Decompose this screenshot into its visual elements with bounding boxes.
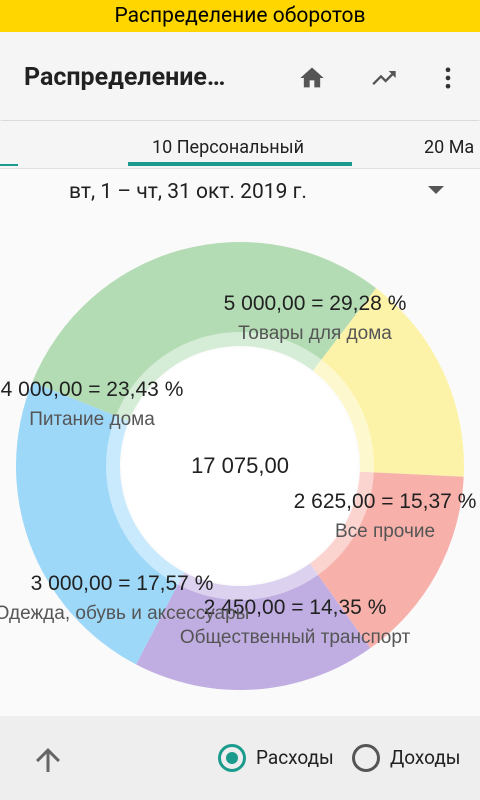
- slice-value-label-1: 2 625,00 = 15,37 %: [294, 490, 477, 513]
- page-title: Распределение…: [24, 63, 226, 92]
- radio-income-label: Доходы: [390, 746, 461, 769]
- slice-3[interactable]: [135, 563, 371, 690]
- slice-name-label-1: Все прочие: [335, 521, 435, 542]
- slice-4[interactable]: [15, 382, 185, 665]
- period-label: вт, 1 – чт, 31 окт. 2019 г.: [69, 180, 307, 204]
- dropdown-arrow-icon: [428, 186, 444, 194]
- slice-value-label-0: 5 000,00 = 29,28 %: [224, 292, 407, 315]
- overflow-menu-button[interactable]: [428, 58, 468, 98]
- slice-value-label-3: 3 000,00 = 17,57 %: [31, 572, 214, 595]
- slice-1[interactable]: [312, 288, 465, 477]
- slice-name-label-2: Общественный транспорт: [180, 627, 411, 648]
- account-tabs: 10 Персональный 20 Ма: [0, 121, 480, 169]
- selected-tab-indicator: [128, 162, 352, 166]
- arrow-up-icon[interactable]: [30, 742, 66, 778]
- slice-name-label-0: Товары для дома: [238, 323, 392, 344]
- app-bar: Распределение…: [0, 32, 480, 120]
- trending-up-icon: [372, 71, 396, 85]
- status-banner: Распределение оборотов: [0, 0, 480, 32]
- trend-button[interactable]: [364, 58, 404, 98]
- radio-expenses-indicator: [218, 744, 246, 772]
- radio-expenses-label: Расходы: [256, 746, 334, 769]
- tab-personal[interactable]: 10 Персональный: [152, 137, 304, 158]
- home-button[interactable]: [292, 58, 332, 98]
- slice-value-label-4: 4 000,00 = 23,43 %: [1, 378, 184, 401]
- radio-income-indicator: [352, 744, 380, 772]
- slice-2[interactable]: [309, 471, 464, 649]
- slice-name-label-4: Питание дома: [29, 409, 155, 430]
- distribution-donut-chart[interactable]: 17 075,00 5 000,00 = 29,28 % Товары для до…: [0, 210, 480, 710]
- tab-next[interactable]: 20 Ма: [424, 137, 475, 158]
- previous-tab-indicator: [0, 164, 18, 166]
- donut-hole: [122, 348, 358, 584]
- total-label: 17 075,00: [191, 453, 289, 478]
- slice-name-label-3: Одежда, обувь и аксессуары: [0, 603, 249, 624]
- home-icon: [300, 67, 324, 88]
- bottom-bar: Расходы Доходы: [0, 716, 480, 800]
- slice-value-label-2: 2 450,00 = 14,35 %: [204, 596, 387, 619]
- slice-0[interactable]: [32, 241, 377, 422]
- more-vert-icon: [445, 67, 451, 89]
- period-selector[interactable]: вт, 1 – чт, 31 окт. 2019 г.: [0, 178, 480, 208]
